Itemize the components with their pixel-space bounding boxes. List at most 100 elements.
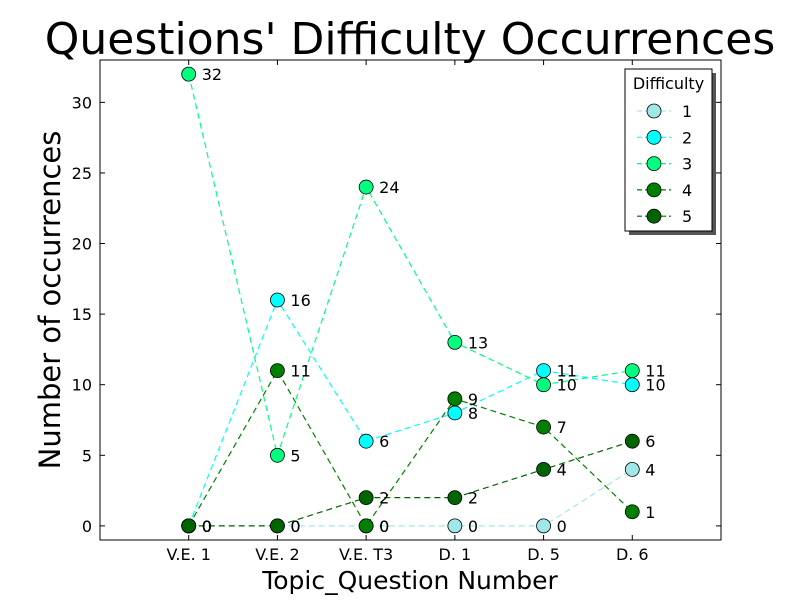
data-point (270, 447, 285, 463)
data-label: 6 (379, 432, 389, 451)
data-label: 32 (202, 65, 222, 84)
data-point (358, 490, 374, 506)
x-tick-label: D. 5 (527, 545, 560, 564)
legend-label: 5 (682, 207, 692, 226)
data-label: 11 (645, 362, 665, 381)
data-point (181, 66, 197, 82)
data-label: 0 (290, 517, 300, 536)
x-tick-label: V.E. 1 (166, 545, 210, 564)
data-label: 0 (290, 517, 300, 536)
data-point (624, 462, 640, 477)
legend-title: Difficulty (633, 74, 704, 93)
data-label: 9 (468, 390, 478, 409)
x-tick-label: D. 1 (439, 545, 472, 564)
data-label: 4 (645, 460, 655, 479)
y-tick-label: 25 (72, 164, 92, 183)
data-point (447, 518, 463, 534)
data-point (536, 462, 551, 477)
data-label: 0 (202, 517, 212, 536)
x-tick-label: V.E. T3 (339, 545, 393, 564)
data-point (270, 363, 285, 378)
data-point (447, 334, 463, 350)
data-point (536, 518, 551, 534)
data-label: 13 (468, 333, 488, 352)
series-5: 0 0 2 2 4 6 (181, 432, 655, 536)
data-label: 7 (557, 418, 567, 437)
legend-label: 3 (682, 155, 692, 174)
data-point (358, 179, 374, 195)
legend-box (624, 68, 713, 232)
data-point (536, 363, 551, 378)
legend-marker (646, 208, 662, 224)
data-point (358, 433, 374, 449)
legend-marker (646, 103, 662, 119)
series-line (188, 298, 633, 527)
series-line (188, 73, 633, 458)
series-4: 0 11 0 9 7 1 (181, 362, 655, 536)
x-axis-label: Topic_Question Number (261, 566, 558, 595)
y-tick-label: 30 (72, 93, 92, 112)
series-line (188, 369, 633, 528)
chart-title: Questions' Difficulty Occurrences (45, 14, 776, 65)
data-point (624, 433, 640, 449)
y-tick-label: 5 (82, 446, 92, 465)
data-label: 0 (379, 517, 389, 536)
legend-item: 2 (637, 128, 692, 147)
plot-frame (99, 59, 722, 541)
data-point (447, 405, 463, 421)
legend-marker (646, 182, 662, 198)
y-axis-label: Number of occurrences (33, 131, 67, 470)
data-label: 8 (468, 404, 478, 423)
data-point (624, 363, 640, 378)
data-label: 5 (290, 446, 300, 465)
y-tick-label: 20 (72, 235, 92, 254)
data-point (624, 377, 640, 393)
data-label: 11 (290, 362, 310, 381)
data-point (447, 490, 463, 506)
data-label: 1 (645, 503, 655, 522)
legend-label: 4 (682, 181, 692, 200)
data-label: 10 (645, 376, 665, 395)
x-tick-label: D. 6 (616, 545, 649, 564)
y-tick-label: 10 (72, 376, 92, 395)
data-point (181, 518, 197, 534)
y-tick-label: 0 (82, 517, 92, 536)
legend-item: 4 (637, 181, 692, 200)
legend-label: 2 (682, 128, 692, 147)
data-label: 0 (202, 517, 212, 536)
data-point (270, 518, 285, 534)
data-label: 4 (557, 460, 567, 479)
legend-item: 1 (637, 102, 692, 121)
data-point (536, 419, 551, 435)
data-label: 6 (645, 432, 655, 451)
y-tick-label: 15 (72, 305, 92, 324)
legend-marker (646, 156, 662, 172)
data-label: 0 (379, 517, 389, 536)
data-label: 0 (202, 517, 212, 536)
data-point (624, 504, 640, 520)
data-label: 10 (557, 376, 577, 395)
data-label: 2 (468, 489, 478, 508)
legend-item: 3 (637, 155, 692, 174)
legend-item: 5 (637, 207, 692, 226)
data-label: 11 (557, 362, 577, 381)
data-label: 0 (202, 517, 212, 536)
data-label: 2 (379, 489, 389, 508)
data-point (447, 391, 463, 407)
series-line (188, 440, 633, 527)
x-tick-label: V.E. 2 (255, 545, 299, 564)
data-label: 0 (468, 517, 478, 536)
data-label: 16 (290, 291, 310, 310)
data-point (270, 292, 285, 308)
data-label: 0 (557, 517, 567, 536)
data-label: 24 (379, 178, 399, 197)
legend: Difficulty 1 2 3 4 5 (624, 68, 716, 235)
data-point (358, 518, 374, 534)
legend-marker (646, 129, 662, 145)
legend-label: 1 (682, 102, 692, 121)
data-point (536, 377, 551, 393)
